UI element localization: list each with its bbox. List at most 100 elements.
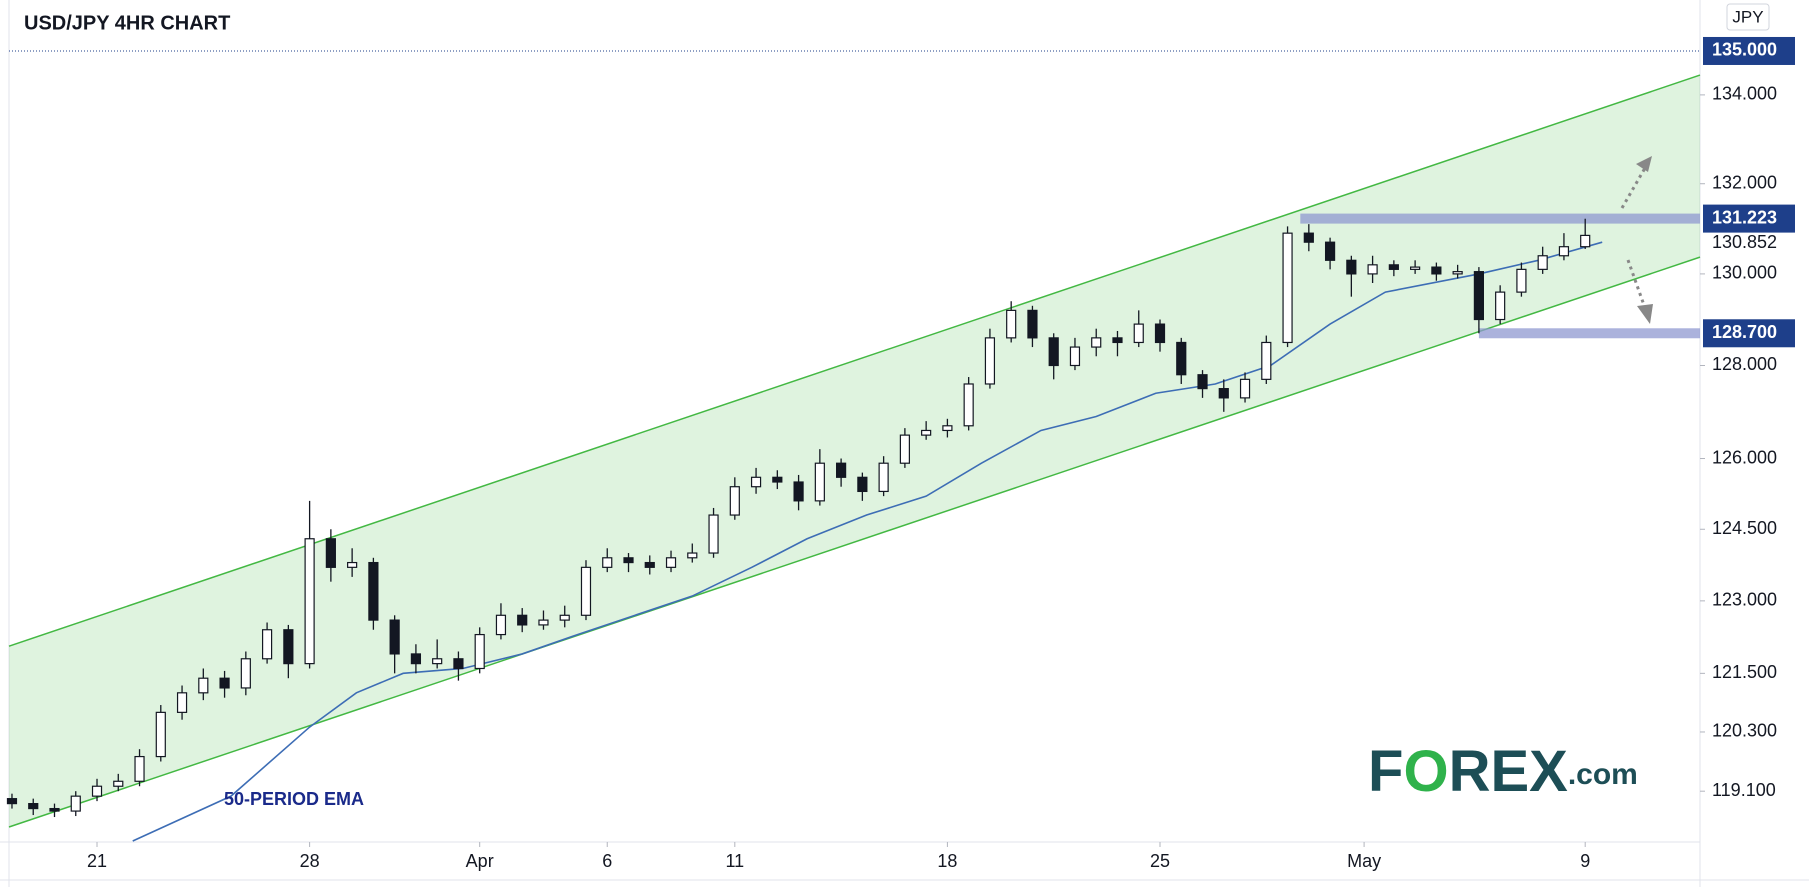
y-tick-label: 128.000 xyxy=(1712,354,1777,374)
candle-body xyxy=(1239,378,1251,399)
x-tick-label: 28 xyxy=(300,851,320,871)
candle-body xyxy=(134,755,145,782)
candle-body xyxy=(1112,337,1123,344)
x-tick-label: 6 xyxy=(602,851,612,871)
logo: FOREX.com xyxy=(1368,739,1638,804)
candle-body xyxy=(708,514,719,554)
candle-body xyxy=(368,561,379,621)
level-band xyxy=(1300,213,1700,224)
candle-body xyxy=(495,614,507,636)
candle-body xyxy=(28,803,39,810)
currency-box xyxy=(1726,3,1770,31)
y-tick-label: 123.000 xyxy=(1712,590,1777,610)
candle-body xyxy=(219,677,230,689)
y-tick-label: 134.000 xyxy=(1712,84,1777,104)
candle-body xyxy=(517,614,528,626)
candle-body xyxy=(1367,264,1378,275)
candle-body xyxy=(1048,337,1059,367)
candle-body xyxy=(623,557,634,564)
level-band xyxy=(1478,328,1700,339)
x-tick-label: Apr xyxy=(466,851,494,871)
candle-body xyxy=(1495,291,1506,321)
y-tick-label: 130.000 xyxy=(1712,263,1777,283)
candle-body xyxy=(70,795,81,812)
candle-body xyxy=(283,629,294,665)
level-label: 131.223 xyxy=(1712,207,1777,227)
arrow-up-head xyxy=(1636,156,1652,172)
candle-body xyxy=(1516,268,1527,293)
candle-body xyxy=(665,557,677,568)
candle-body xyxy=(1069,346,1081,367)
x-tick-label: 25 xyxy=(1150,851,1170,871)
candle-body xyxy=(1197,374,1208,390)
last-price-label: 130.852 xyxy=(1712,232,1777,252)
candle-body xyxy=(261,629,273,660)
candle-body xyxy=(772,476,783,483)
candle-body xyxy=(1218,388,1229,399)
candle-body xyxy=(1537,255,1548,270)
candle-body xyxy=(750,476,762,488)
candle-body xyxy=(1388,264,1399,270)
candle-body xyxy=(793,481,804,502)
candle-body xyxy=(878,462,889,493)
channel-fill xyxy=(9,75,1700,828)
level-label: 135.000 xyxy=(1712,40,1777,60)
candle-body xyxy=(91,785,103,797)
level-badge xyxy=(1703,319,1795,348)
candle-body xyxy=(410,653,422,665)
x-tick-label: 18 xyxy=(937,851,957,871)
arrow-down xyxy=(1626,259,1647,309)
currency-label: JPY xyxy=(1732,7,1763,26)
candle-body xyxy=(984,337,996,385)
plot-area xyxy=(6,50,1701,842)
candle-body xyxy=(453,658,464,670)
candle-body xyxy=(1346,259,1357,275)
candle-body xyxy=(857,476,868,493)
y-tick-label: 124.500 xyxy=(1712,518,1777,538)
x-tick-label: 9 xyxy=(1580,851,1590,871)
candle-body xyxy=(836,462,847,478)
candle-body xyxy=(1303,232,1314,243)
chart-title: USD/JPY 4HR CHART xyxy=(24,12,230,34)
candle-body xyxy=(1133,323,1144,344)
ema-label: 50-PERIOD EMA xyxy=(224,789,364,809)
candle-body xyxy=(559,614,570,621)
candle-body xyxy=(1452,271,1463,275)
candle-body xyxy=(113,780,124,787)
x-tick-label: May xyxy=(1347,851,1381,871)
candle-body xyxy=(49,807,60,812)
candle-body xyxy=(814,462,825,502)
candle-body xyxy=(602,557,613,568)
candle-body xyxy=(1558,246,1570,257)
candle-body xyxy=(1282,232,1293,344)
y-tick-label: 132.000 xyxy=(1712,172,1777,192)
candle-body xyxy=(921,429,932,436)
candle-body xyxy=(942,425,953,432)
channel-line xyxy=(8,74,1701,647)
candle-body xyxy=(1006,309,1017,339)
candle-body xyxy=(644,561,655,568)
candle-body xyxy=(432,658,443,665)
candle-body xyxy=(6,798,18,805)
candle-body xyxy=(240,658,251,689)
candle-body xyxy=(1154,323,1166,344)
candle-body xyxy=(1473,271,1484,321)
y-tick-label: 120.300 xyxy=(1712,721,1777,741)
y-tick-label: 126.000 xyxy=(1712,447,1777,467)
y-tick-label: 121.500 xyxy=(1712,662,1777,682)
candle-body xyxy=(1091,337,1102,348)
level-badge xyxy=(1703,36,1795,65)
arrow-down-head xyxy=(1637,304,1653,324)
candle-body xyxy=(1324,241,1336,261)
candle-body xyxy=(580,566,592,616)
x-tick-label: 21 xyxy=(87,851,107,871)
candle-body xyxy=(1027,309,1038,339)
candle-body xyxy=(729,486,740,516)
candle-body xyxy=(1261,341,1272,380)
candle-body xyxy=(474,633,485,670)
candle-body xyxy=(347,561,358,568)
candle-body xyxy=(389,619,400,655)
arrow-up xyxy=(1620,167,1647,209)
level-badge xyxy=(1703,204,1795,233)
